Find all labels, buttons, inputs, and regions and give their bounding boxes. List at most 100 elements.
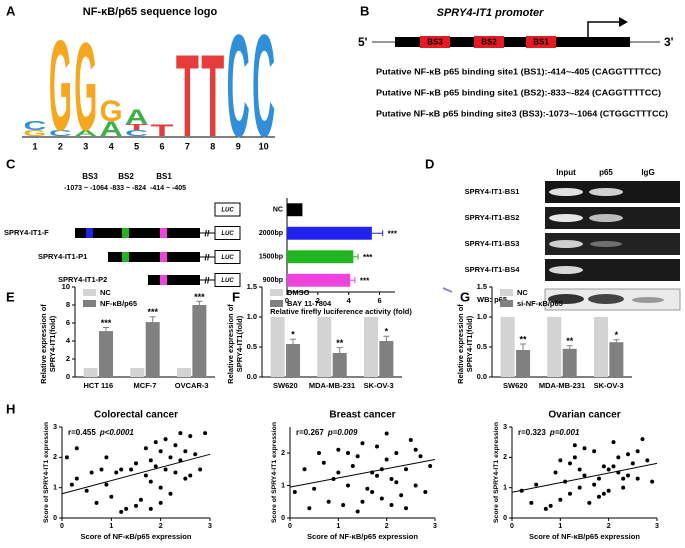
point bbox=[129, 467, 134, 472]
category-label: OVCAR-3 bbox=[175, 381, 209, 390]
luc-label: LUC bbox=[221, 255, 234, 261]
bar bbox=[609, 342, 624, 377]
y-axis-label: SPRY4-IT1(fold) bbox=[48, 315, 57, 372]
x-axis-label: Relative firefly luciference activity (f… bbox=[270, 307, 412, 316]
legend-swatch bbox=[83, 300, 96, 307]
y-tick-label: 0 bbox=[503, 515, 507, 522]
promoter-region bbox=[395, 37, 630, 47]
statistic-r: r=0.455 bbox=[68, 428, 96, 437]
category-label: SW620 bbox=[273, 381, 298, 390]
error-bar bbox=[353, 253, 359, 260]
y-tick-label: 0.0 bbox=[247, 372, 257, 381]
logo-letter: A bbox=[125, 106, 148, 129]
point bbox=[626, 473, 630, 478]
luc-box bbox=[214, 250, 241, 264]
logo-position: 7 bbox=[185, 141, 190, 151]
y-tick-label: 1 bbox=[53, 485, 57, 492]
point bbox=[626, 452, 630, 457]
error-bar bbox=[566, 345, 573, 349]
error-bar bbox=[290, 338, 297, 344]
site-label: BS1 bbox=[156, 172, 172, 181]
point bbox=[389, 477, 394, 481]
logo-letter: T bbox=[151, 121, 174, 140]
x-tick-label: 3 bbox=[655, 523, 659, 530]
luc-label: LUC bbox=[221, 278, 234, 284]
logo-letter: G bbox=[24, 128, 47, 138]
y-axis-label: Relative expression of bbox=[39, 304, 48, 384]
logo-letter: T bbox=[125, 122, 148, 132]
site-label: BS3 bbox=[82, 172, 98, 181]
bar bbox=[547, 317, 562, 377]
y-tick-label: 6 bbox=[66, 318, 70, 327]
error-bar bbox=[520, 343, 527, 350]
bar bbox=[176, 368, 191, 377]
error-bar bbox=[149, 316, 156, 323]
chip-row: SPRY4-IT1-BS2 bbox=[465, 213, 520, 222]
construct-name: SPRY4-IT1-F bbox=[4, 228, 49, 237]
error-bar bbox=[196, 300, 203, 305]
point bbox=[69, 482, 74, 487]
point bbox=[183, 449, 188, 454]
bar bbox=[379, 341, 394, 377]
point bbox=[568, 461, 572, 466]
luc-label: LUC bbox=[221, 231, 234, 237]
point bbox=[360, 499, 365, 504]
band bbox=[589, 214, 623, 222]
bar bbox=[516, 350, 531, 377]
y-tick-label: 1.0 bbox=[477, 312, 487, 321]
legend-label: DMSO bbox=[287, 288, 310, 297]
legend-swatch bbox=[83, 289, 96, 296]
point bbox=[611, 440, 616, 445]
category-label: MDA-MB-231 bbox=[539, 381, 585, 390]
constructs: BS3 BS2 BS1 -1073 ~ -1064 -833 ~ -824 -4… bbox=[4, 172, 241, 287]
panel-label: F bbox=[232, 289, 240, 304]
significance: ** bbox=[566, 336, 574, 346]
charts: 0 2 4 6 Relative firefly luciference activit… bbox=[39, 198, 659, 541]
promoter-end: 5' bbox=[358, 35, 368, 49]
point bbox=[640, 437, 645, 442]
construct-bar bbox=[75, 228, 200, 238]
binding-site bbox=[474, 36, 504, 48]
y-tick-label: 10 bbox=[62, 282, 70, 291]
x-tick-label: 0 bbox=[510, 523, 514, 530]
band bbox=[549, 188, 583, 196]
bar bbox=[287, 226, 372, 240]
tss-arrowhead bbox=[619, 17, 628, 27]
point bbox=[302, 467, 307, 472]
site-box bbox=[160, 252, 167, 262]
point bbox=[582, 446, 587, 451]
y-tick-label: 0.0 bbox=[477, 372, 487, 381]
point bbox=[529, 500, 534, 505]
point bbox=[553, 470, 558, 475]
y-tick-label: 0.5 bbox=[477, 342, 487, 351]
luc-box bbox=[214, 226, 241, 240]
point bbox=[143, 446, 148, 451]
category-label: 900bp bbox=[263, 277, 283, 284]
point bbox=[321, 460, 326, 465]
logo-title: NF-κB/p65 sequence logo bbox=[83, 6, 218, 18]
y-tick-label: 1.5 bbox=[477, 282, 487, 291]
point bbox=[104, 482, 109, 487]
point bbox=[428, 464, 433, 468]
point bbox=[534, 482, 539, 487]
logo-position: 9 bbox=[236, 141, 241, 151]
y-axis-label: Score of SPRY4-IT1 expression bbox=[43, 422, 50, 523]
point bbox=[399, 493, 404, 498]
logo-letter: C bbox=[227, 4, 250, 167]
x-tick-label: 1 bbox=[558, 523, 562, 530]
point bbox=[601, 491, 606, 496]
binding-note: Putative NF-κB p65 binding site1 (BS2):-… bbox=[376, 87, 661, 97]
point bbox=[350, 464, 355, 468]
point bbox=[143, 473, 148, 478]
bar bbox=[562, 348, 577, 377]
point bbox=[543, 506, 548, 511]
chip-row: SPRY4-IT1-BS4 bbox=[465, 265, 521, 274]
legend-swatch bbox=[270, 300, 283, 307]
point bbox=[572, 443, 577, 448]
band bbox=[549, 240, 583, 248]
point bbox=[148, 458, 153, 463]
point bbox=[336, 447, 341, 452]
binding-site bbox=[526, 36, 556, 48]
point bbox=[375, 473, 379, 478]
point bbox=[119, 467, 124, 472]
